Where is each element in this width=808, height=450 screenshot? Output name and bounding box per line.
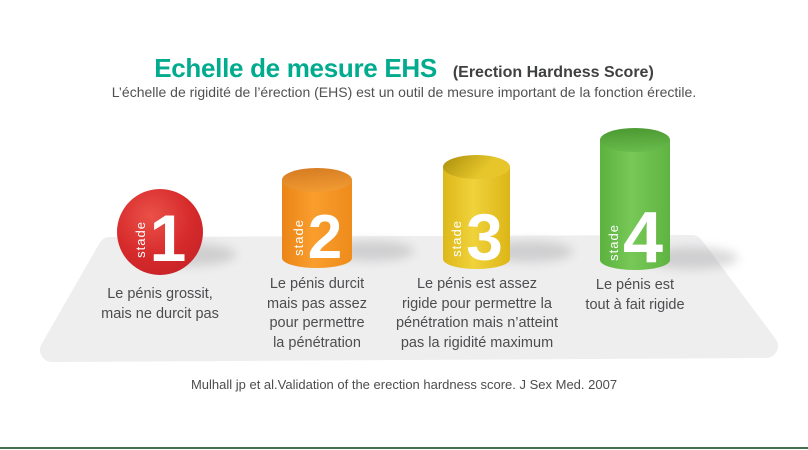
stage4-label: stade: [605, 224, 621, 261]
stage1-number: 1: [149, 200, 187, 275]
stage3-badge: stade 3: [443, 199, 510, 274]
stage4-description: Le pénis est tout à fait rigide: [535, 276, 735, 315]
footer-divider: [0, 447, 808, 449]
stage4-badge: stade 4: [600, 198, 670, 279]
stage3-description-line: Le pénis est assez: [416, 276, 538, 292]
stage2-badge: stade 2: [282, 202, 352, 272]
stage3-number: 3: [466, 199, 503, 274]
stage2-cylinder-body: [282, 180, 352, 268]
stage3-description: Le pénis est assez rigide pour permettre…: [377, 275, 577, 353]
stage3-description-line: pénétration mais n’atteint: [395, 315, 558, 331]
page-subtitle: L’échelle de rigidité de l’érection (EHS…: [111, 84, 697, 100]
stage4-description-line: tout à fait rigide: [585, 296, 685, 313]
stage2-description-line: la pénétration: [273, 334, 361, 351]
stage2-label: stade: [290, 219, 306, 256]
stage4-description-line: Le pénis est: [595, 277, 675, 293]
stage1-badge: stade 1: [117, 200, 203, 275]
stage2-number: 2: [307, 202, 343, 272]
stage3-cylinder-body: [443, 167, 510, 269]
stage3-label: stade: [449, 220, 465, 257]
page-title-main: Echelle de mesure EHS: [154, 53, 437, 83]
stage2-description-line: pour permettre: [269, 315, 365, 331]
stage1-description-line: mais ne durcit pas: [101, 305, 219, 322]
stage2-description-line: Le pénis durcit: [269, 276, 365, 292]
stage3-description-line: pas la rigidité maximum: [400, 334, 554, 351]
stage3-description-line: rigide pour permettre la: [402, 295, 552, 312]
page-title-suffix: (Erection Hardness Score): [452, 64, 654, 81]
stage4-cylinder-top: [600, 128, 670, 152]
stage4-cylinder-body: [600, 140, 670, 270]
stage2-description-line: mais pas assez: [267, 295, 367, 312]
stage4-number: 4: [622, 198, 664, 279]
stage1-description-line: Le pénis grossit,: [107, 286, 213, 302]
stage1-label: stade: [132, 221, 148, 258]
stage1-sphere: stade 1: [117, 189, 203, 275]
stage3-cylinder-top: [443, 155, 510, 179]
stage2-cylinder-top: [282, 168, 352, 192]
stage1-description: Le pénis grossit, mais ne durcit pas: [60, 285, 260, 324]
page-title: Echelle de mesure EHS (Erection Hardness…: [0, 48, 808, 85]
stage2-cylinder: stade 2: [282, 168, 352, 268]
stage4-cylinder: stade 4: [600, 128, 670, 279]
citation: Mulhall jp et al.Validation of the erect…: [190, 377, 618, 392]
stage3-cylinder: stade 3: [443, 155, 510, 274]
stage2-description: Le pénis durcit mais pas assez pour perm…: [227, 275, 407, 353]
